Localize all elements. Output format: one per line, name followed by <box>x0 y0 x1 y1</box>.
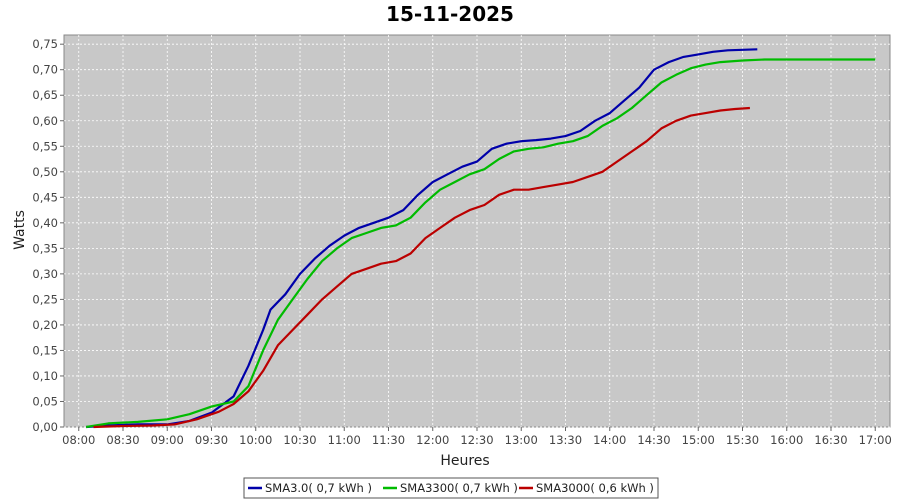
legend-label: SMA3300( 0,7 kWh ) <box>400 481 518 495</box>
y-tick-label: 0,05 <box>32 394 58 408</box>
x-tick-label: 13:00 <box>505 433 538 447</box>
x-tick-label: 12:30 <box>460 433 493 447</box>
series-line <box>86 48 758 429</box>
y-tick-label: 0,40 <box>32 216 58 230</box>
y-tick-label: 0,60 <box>32 114 58 128</box>
x-tick-label: 11:00 <box>328 433 361 447</box>
x-tick-label: 10:30 <box>283 433 316 447</box>
x-tick-label: 15:00 <box>682 433 715 447</box>
y-tick-label: 0,75 <box>32 37 58 51</box>
x-tick-label: 16:00 <box>770 433 803 447</box>
legend-label: SMA3.0( 0,7 kWh ) <box>265 481 372 495</box>
y-tick-label: 0,45 <box>32 190 58 204</box>
x-tick-label: 11:30 <box>372 433 405 447</box>
y-tick-label: 0,15 <box>32 343 58 357</box>
axes-group: 0,00 0,05 0,10 0,15 0,20 0,25 0,30 0,35 0,40 0,45… <box>32 37 891 447</box>
x-tick-label: 09:00 <box>151 433 184 447</box>
x-tick-label: 17:00 <box>859 433 892 447</box>
y-axis-label: Watts <box>12 210 28 250</box>
x-tick-label: 12:00 <box>416 433 449 447</box>
y-tick-label: 0,10 <box>32 369 58 383</box>
series-group <box>85 48 876 429</box>
series-line <box>85 58 876 429</box>
x-tick-label: 15:30 <box>726 433 759 447</box>
x-tick-label: 16:30 <box>814 433 847 447</box>
series-line <box>93 106 750 429</box>
x-tick-label: 14:30 <box>637 433 670 447</box>
x-tick-label: 13:30 <box>549 433 582 447</box>
y-tick-label: 0,30 <box>32 267 58 281</box>
y-tick-label: 0,70 <box>32 63 58 77</box>
x-tick-label: 10:00 <box>239 433 272 447</box>
legend-label: SMA3000( 0,6 kWh ) <box>536 481 654 495</box>
y-tick-label: 0,55 <box>32 139 58 153</box>
y-tick-label: 0,20 <box>32 318 58 332</box>
legend: SMA3.0( 0,7 kWh ) SMA3300( 0,7 kWh ) SMA30… <box>243 477 659 499</box>
y-tick-label: 0,25 <box>32 292 58 306</box>
y-tick-label: 0,50 <box>32 165 58 179</box>
x-tick-label: 09:30 <box>195 433 228 447</box>
legend-box <box>243 477 659 499</box>
y-tick-label: 0,35 <box>32 241 58 255</box>
y-tick-label: 0,00 <box>32 420 58 434</box>
grid-group <box>64 35 890 428</box>
x-tick-label: 08:30 <box>106 433 139 447</box>
chart-title: 15-11-2025 <box>386 2 514 26</box>
x-tick-label: 14:00 <box>593 433 626 447</box>
x-axis-label: Heures <box>440 453 489 469</box>
y-tick-label: 0,65 <box>32 88 58 102</box>
x-tick-label: 08:00 <box>62 433 95 447</box>
